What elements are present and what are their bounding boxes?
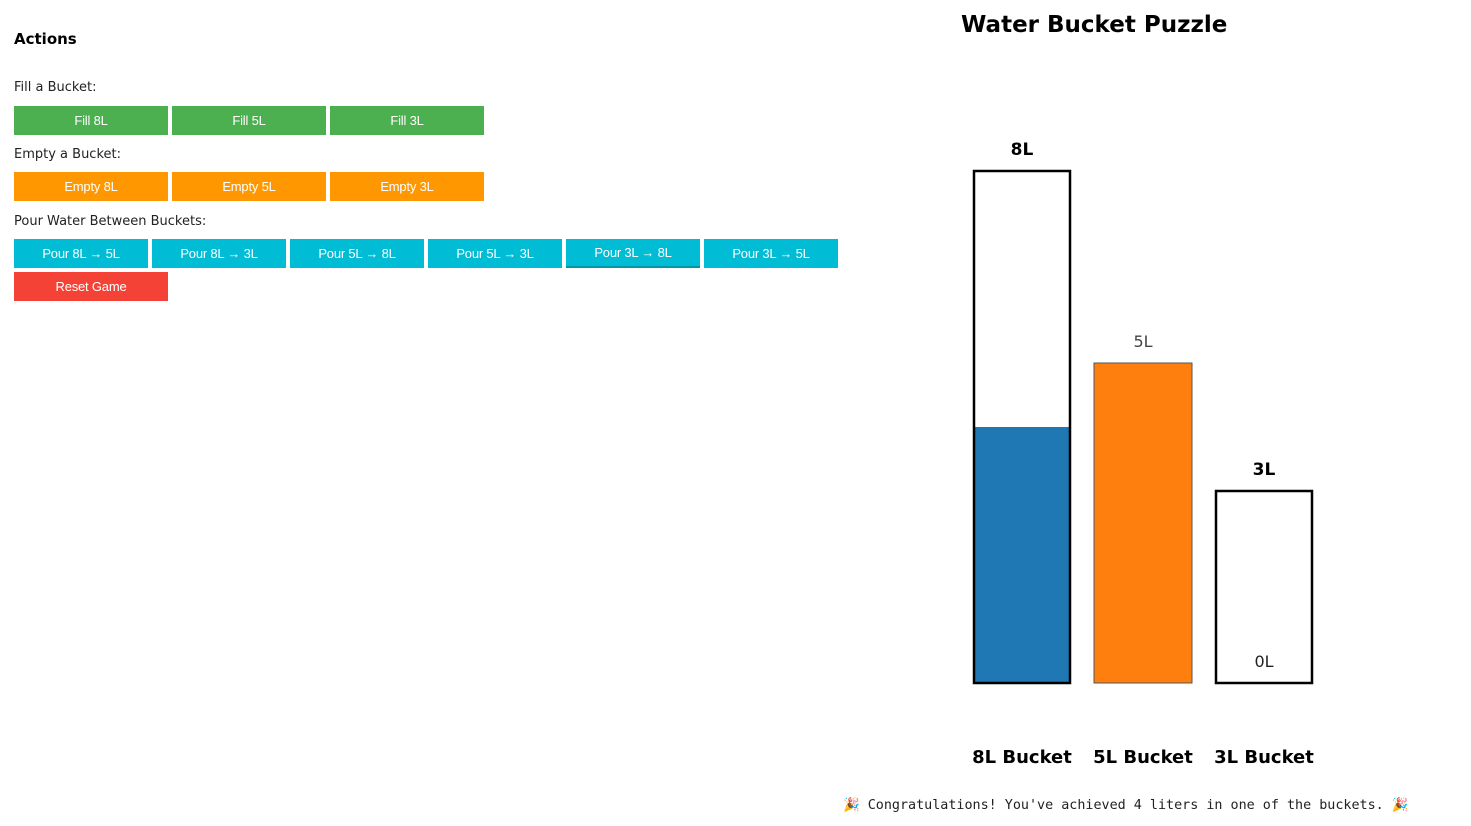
5l-bucket-water [1094,363,1192,683]
pour-5l-to-3l-button[interactable]: Pour 5L → 3L [428,239,562,268]
reset-game-button[interactable]: Reset Game [14,272,168,301]
empty-3l-button[interactable]: Empty 3L [330,172,484,201]
pour-8l-to-5l-button[interactable]: Pour 8L → 5L [14,239,148,268]
bucket-chart: 8L 8L Bucket 5L 5L Bucket 3L 0L 3L Bucket [972,140,1314,768]
pour-section-label: Pour Water Between Buckets: [14,214,207,229]
5l-bucket-value-label: 5L [1133,332,1152,351]
empty-button-row: Empty 8L Empty 5L Empty 3L [14,172,484,201]
pour-5l-to-8l-button[interactable]: Pour 5L → 8L [290,239,424,268]
5l-bucket-outline [1093,362,1193,684]
pour-8l-to-3l-button[interactable]: Pour 8L → 3L [152,239,286,268]
3l-bucket-value-label: 0L [1254,652,1273,671]
fill-button-row: Fill 8L Fill 5L Fill 3L [14,106,484,135]
5l-bucket-category-label: 5L Bucket [1093,747,1193,768]
8l-bucket-water [973,427,1071,683]
empty-section-label: Empty a Bucket: [14,147,121,162]
empty-5l-button[interactable]: Empty 5L [172,172,326,201]
pour-3l-to-8l-button[interactable]: Pour 3L → 8L [566,239,700,268]
8l-bucket-capacity-label: 8L [1011,140,1034,160]
fill-section-label: Fill a Bucket: [14,80,97,95]
empty-8l-button[interactable]: Empty 8L [14,172,168,201]
pour-button-row: Pour 8L → 5L Pour 8L → 3L Pour 5L → 8L P… [14,239,838,268]
8l-bucket-outline [972,169,1072,685]
actions-title: Actions [14,30,77,48]
fill-3l-button[interactable]: Fill 3L [330,106,484,135]
3l-bucket-capacity-label: 3L [1253,460,1276,480]
8l-bucket-category-label: 8L Bucket [972,747,1072,768]
3l-bucket-outline [1214,489,1314,685]
pour-3l-to-5l-button[interactable]: Pour 3L → 5L [704,239,838,268]
fill-8l-button[interactable]: Fill 8L [14,106,168,135]
fill-5l-button[interactable]: Fill 5L [172,106,326,135]
success-message: 🎉 Congratulations! You've achieved 4 lit… [843,798,1409,813]
3l-bucket-category-label: 3L Bucket [1214,747,1314,768]
game-title: Water Bucket Puzzle [961,12,1228,38]
reset-row: Reset Game [14,272,168,301]
